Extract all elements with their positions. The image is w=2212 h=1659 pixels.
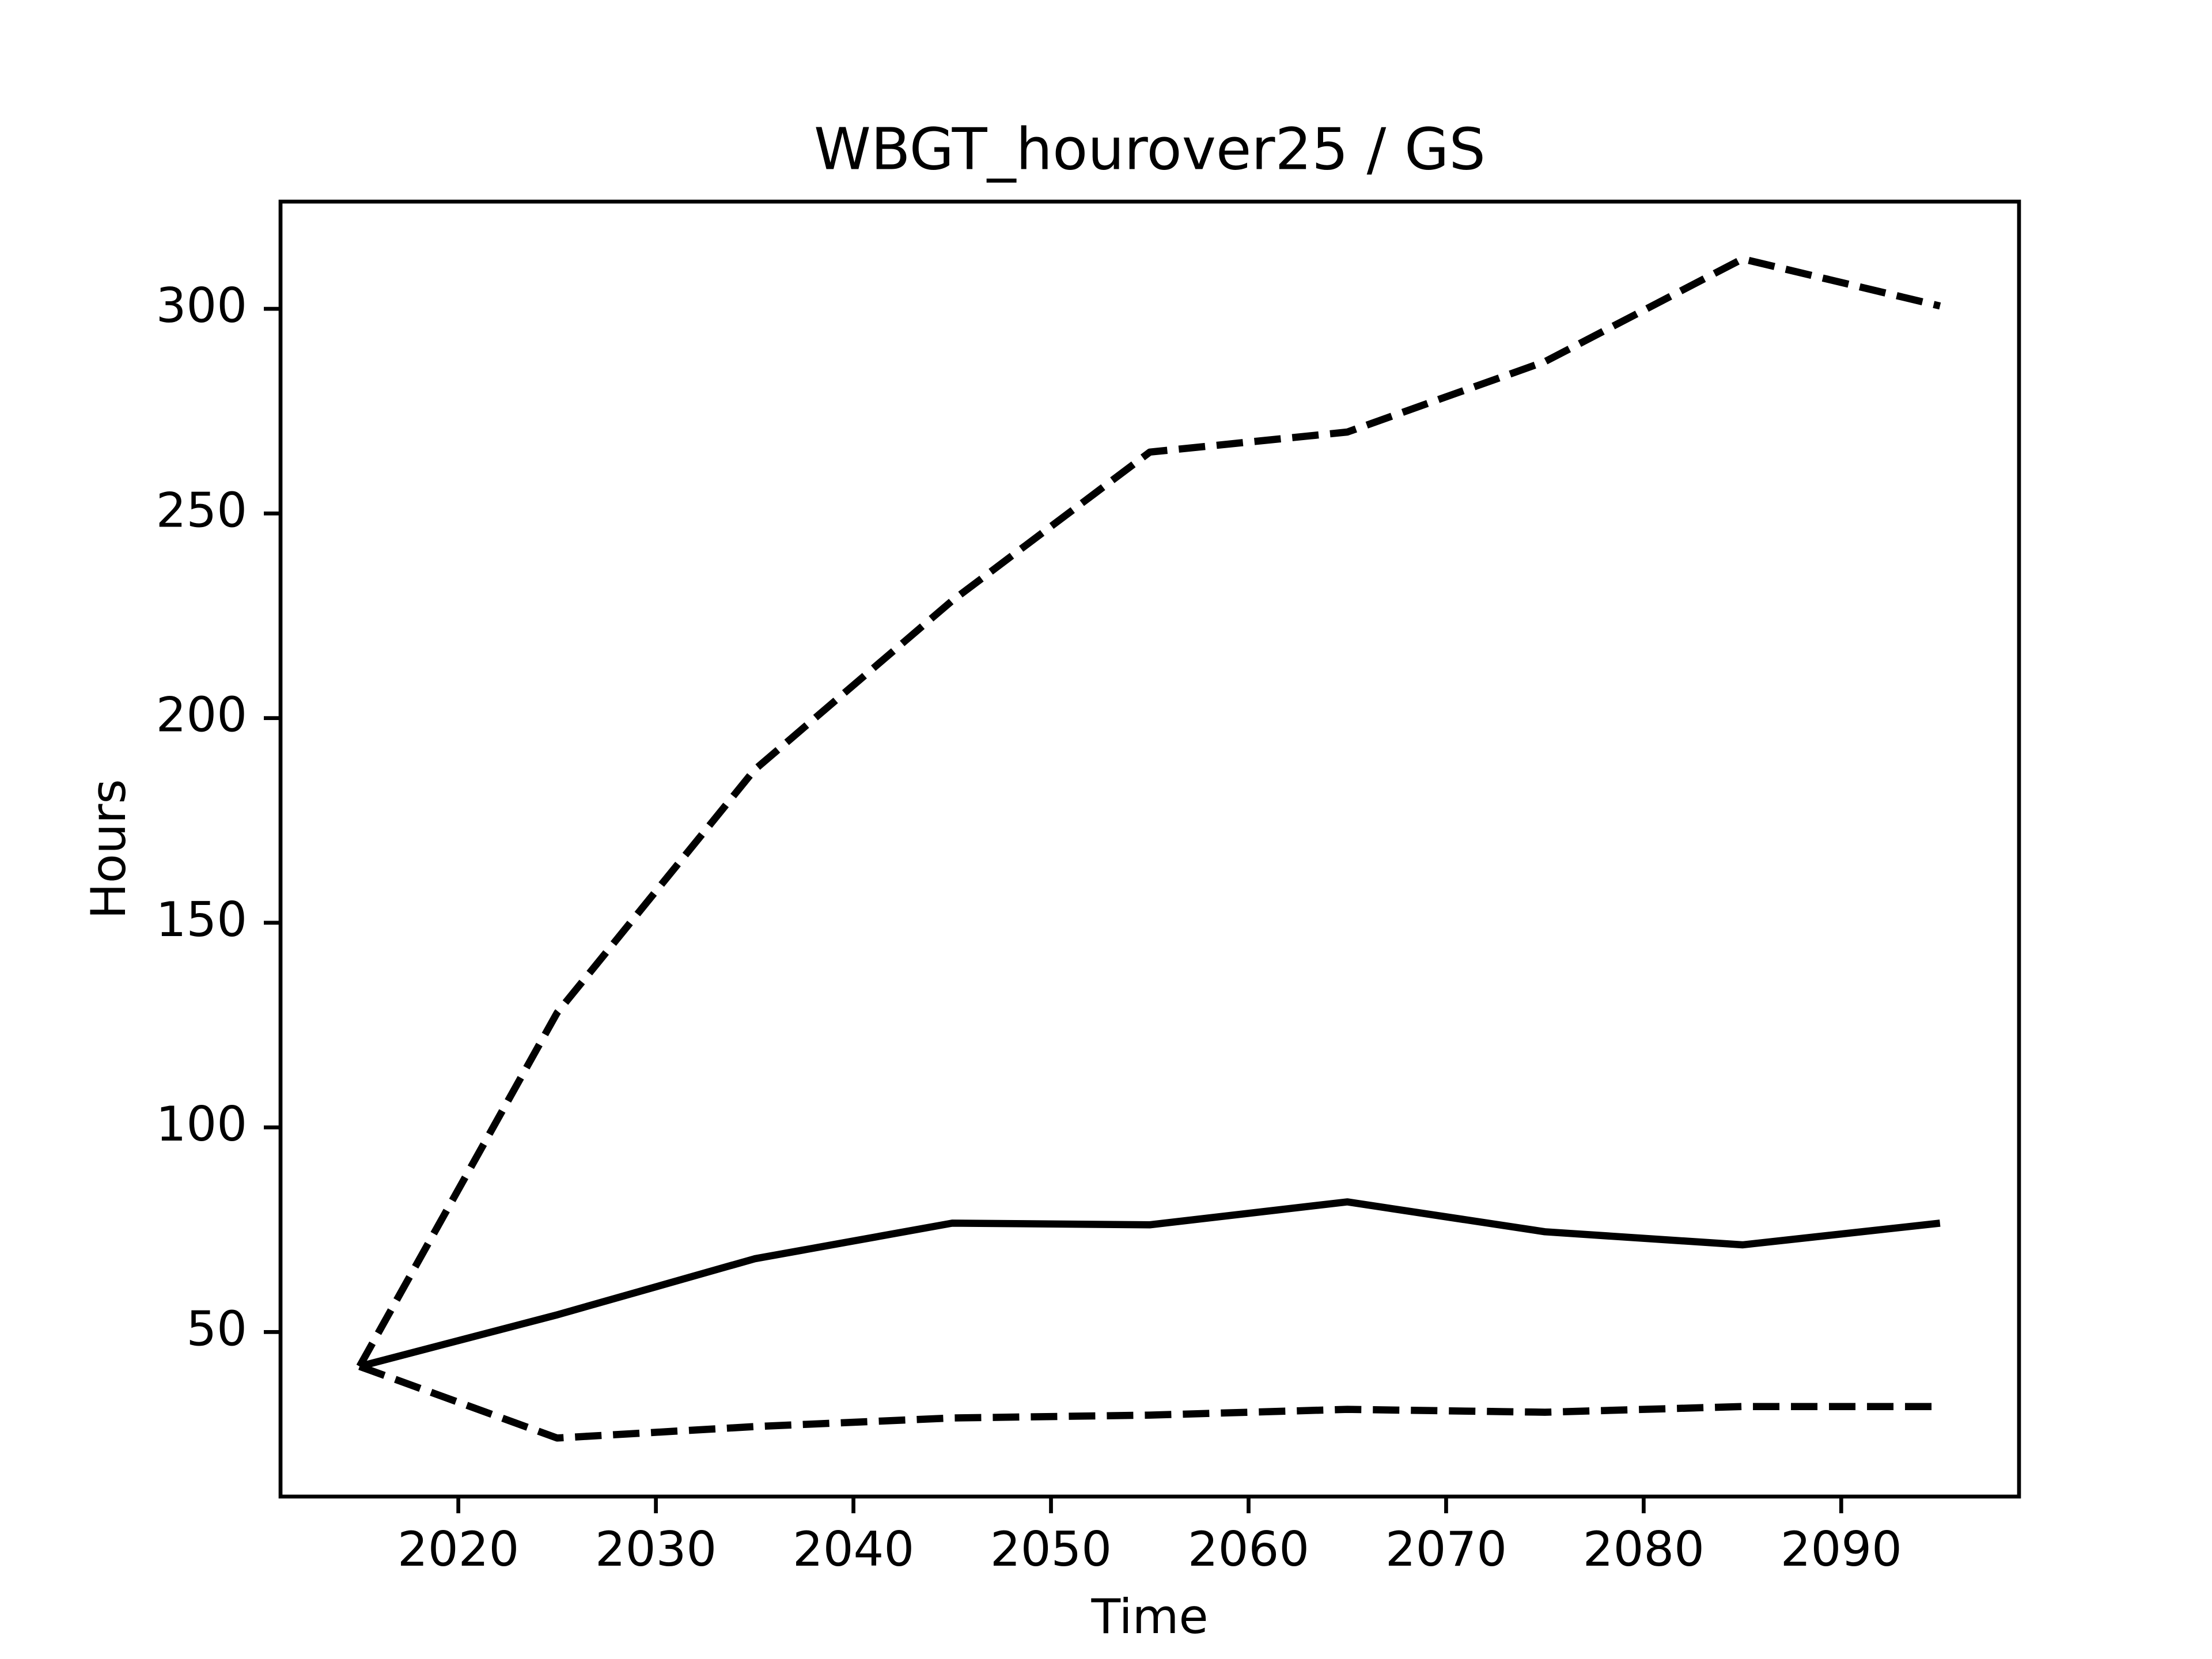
- series-line: [358, 1363, 1940, 1442]
- y-tick-label: 250: [156, 482, 247, 538]
- y-tick-label: 300: [156, 278, 247, 334]
- y-tick-label: 50: [186, 1301, 247, 1357]
- x-tick-label: 2020: [397, 1521, 519, 1577]
- y-tick-label: 150: [156, 892, 247, 948]
- x-tick-label: 2050: [990, 1521, 1112, 1577]
- series-line: [358, 1198, 1941, 1370]
- x-tick-label: 2080: [1583, 1521, 1705, 1577]
- chart-title: WBGT_hourover25 / GS: [814, 115, 1486, 183]
- x-axis-label: Time: [1090, 1589, 1208, 1645]
- x-tick-label: 2040: [793, 1521, 914, 1577]
- x-tick-label: 2060: [1188, 1521, 1309, 1577]
- y-axis-label: Hours: [81, 779, 137, 919]
- y-tick-label: 100: [156, 1096, 247, 1152]
- x-tick-label: 2090: [1781, 1521, 1902, 1577]
- plot-frame: [278, 199, 2021, 1499]
- x-tick-label: 2070: [1385, 1521, 1507, 1577]
- series-line: [356, 255, 1941, 1369]
- y-tick-label: 200: [156, 687, 247, 743]
- x-tick-label: 2030: [595, 1521, 717, 1577]
